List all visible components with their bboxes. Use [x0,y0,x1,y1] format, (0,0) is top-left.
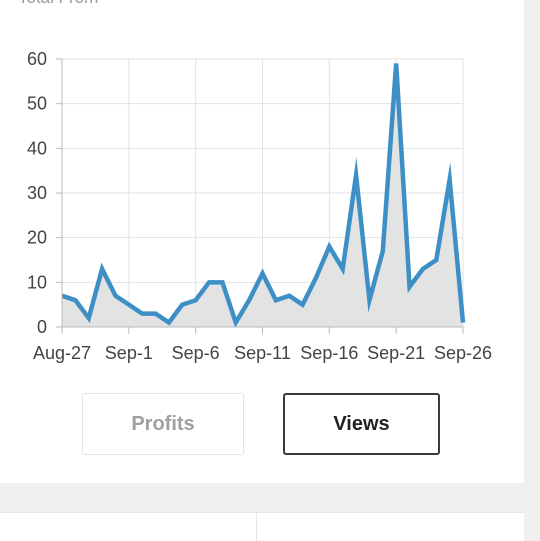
data-point [167,321,171,325]
views-series-line [61,63,466,328]
next-card [0,512,524,541]
data-point [408,285,412,289]
y-tick-label: 40 [27,138,47,158]
data-point [194,298,198,302]
data-point [113,294,117,298]
views-chart: 0 10 20 30 40 50 60 Aug-27 Sep-1 Sep-6 Sep-11 Sep-1… [27,49,492,363]
profits-tab-button[interactable]: Profits [82,393,244,455]
data-point [301,303,305,307]
views-area-fill [62,63,463,327]
x-tick-label: Sep-26 [434,343,492,363]
data-point [73,298,77,302]
data-point [434,258,438,262]
data-point [327,245,331,249]
data-point [314,276,318,280]
card-title: Total From [18,0,98,8]
data-point [367,298,371,302]
data-point [247,298,251,302]
y-tick-label: 30 [27,183,47,203]
x-tick-label: Sep-1 [105,343,153,363]
data-point [180,303,184,307]
data-point [127,303,131,307]
data-point [261,271,265,275]
x-tick-label: Sep-6 [172,343,220,363]
chart-area-layer [61,61,466,328]
data-point [274,298,278,302]
x-tick-label: Sep-11 [234,343,291,363]
data-point [287,294,291,298]
y-tick-label: 50 [27,94,47,114]
data-point [234,321,238,325]
data-point [448,178,452,182]
x-tick-label: Sep-16 [300,343,358,363]
data-point [207,280,211,284]
data-point [100,267,104,271]
data-point [154,312,158,316]
card-divider [256,513,257,541]
data-point [140,312,144,316]
views-tab-button[interactable]: Views [283,393,440,455]
data-point [381,249,385,253]
chart-card: Total From 0 10 20 30 40 50 60 Aug-27 Sep-1 Sep-6… [0,0,524,483]
y-tick-label: 60 [27,49,47,69]
x-tick-label: Aug-27 [33,343,91,363]
chart-tick-labels: 0 10 20 30 40 50 60 Aug-27 Sep-1 Sep-6 Sep-11 Sep-1… [27,49,492,363]
y-tick-label: 0 [37,317,47,337]
y-tick-label: 10 [27,272,47,292]
chart-axes [56,58,464,334]
x-tick-label: Sep-21 [367,343,425,363]
y-tick-label: 20 [27,228,47,248]
data-point [220,280,224,284]
data-point [87,316,91,320]
data-point [341,267,345,271]
data-point [421,267,425,271]
data-point [354,173,358,177]
data-point [461,321,465,325]
data-point [394,61,398,65]
